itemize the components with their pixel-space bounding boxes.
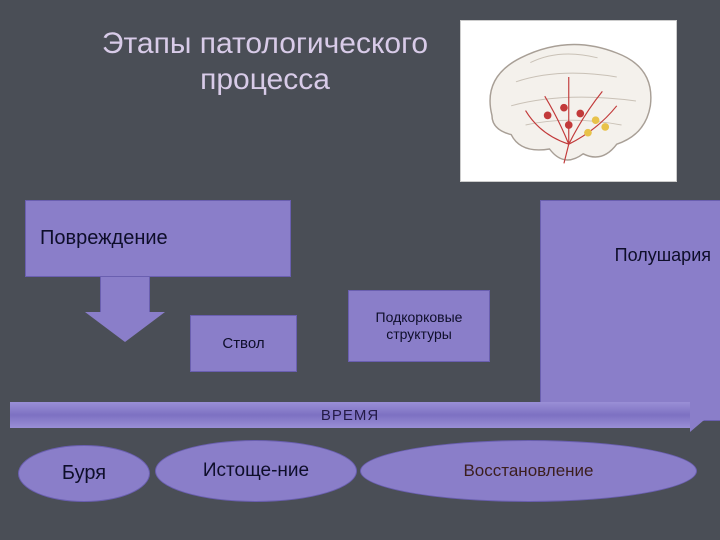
time-label: ВРЕМЯ (321, 407, 379, 424)
title-line1: Этапы патологического (102, 27, 428, 60)
oval-recovery: Восстановление (360, 440, 697, 502)
recover-label: Восстановление (463, 461, 593, 481)
slide-root: Этапы патологического процесса Поврежден… (0, 0, 720, 540)
box-damage: Повреждение (25, 200, 291, 277)
time-bar: ВРЕМЯ (10, 402, 690, 428)
time-arrow-icon (690, 398, 710, 432)
hemis-label: Полушария (615, 245, 711, 266)
storm-label: Буря (62, 462, 106, 485)
brain-illustration (460, 20, 677, 182)
damage-label: Повреждение (40, 227, 168, 250)
stem-label: Ствол (222, 335, 264, 352)
subcort-l1: Подкорковые (376, 309, 463, 326)
slide-title: Этапы патологического процесса (85, 26, 445, 98)
title-line2: процесса (200, 63, 330, 96)
exhaust-label: Истоще-ние (203, 460, 309, 482)
brain-icon (472, 29, 666, 173)
oval-storm: Буря (18, 445, 150, 502)
box-hemispheres: Полушария (540, 200, 720, 421)
oval-exhaustion: Истоще-ние (155, 440, 357, 502)
box-subcortical: Подкорковые структуры (348, 290, 490, 362)
subcort-l2: структуры (386, 326, 452, 343)
down-arrow-icon (85, 276, 165, 342)
box-stem: Ствол (190, 315, 297, 372)
